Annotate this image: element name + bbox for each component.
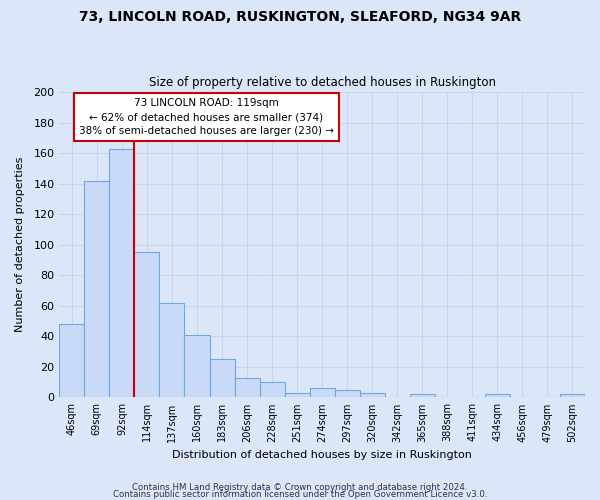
Bar — [160, 303, 184, 398]
Y-axis label: Number of detached properties: Number of detached properties — [15, 157, 25, 332]
Text: Contains HM Land Registry data © Crown copyright and database right 2024.: Contains HM Land Registry data © Crown c… — [132, 484, 468, 492]
Bar — [85, 180, 109, 398]
Bar — [134, 252, 160, 398]
Bar — [59, 324, 85, 398]
Bar — [560, 394, 585, 398]
Bar — [335, 390, 360, 398]
Bar — [184, 335, 209, 398]
Bar — [360, 393, 385, 398]
Bar — [235, 378, 260, 398]
Bar — [310, 388, 335, 398]
Title: Size of property relative to detached houses in Ruskington: Size of property relative to detached ho… — [149, 76, 496, 90]
X-axis label: Distribution of detached houses by size in Ruskington: Distribution of detached houses by size … — [172, 450, 472, 460]
Bar — [410, 394, 435, 398]
Text: Contains public sector information licensed under the Open Government Licence v3: Contains public sector information licen… — [113, 490, 487, 499]
Text: 73, LINCOLN ROAD, RUSKINGTON, SLEAFORD, NG34 9AR: 73, LINCOLN ROAD, RUSKINGTON, SLEAFORD, … — [79, 10, 521, 24]
Bar — [260, 382, 284, 398]
Text: 73 LINCOLN ROAD: 119sqm
← 62% of detached houses are smaller (374)
38% of semi-d: 73 LINCOLN ROAD: 119sqm ← 62% of detache… — [79, 98, 334, 136]
Bar — [109, 148, 134, 398]
Bar — [209, 360, 235, 398]
Bar — [284, 393, 310, 398]
Bar — [485, 394, 510, 398]
